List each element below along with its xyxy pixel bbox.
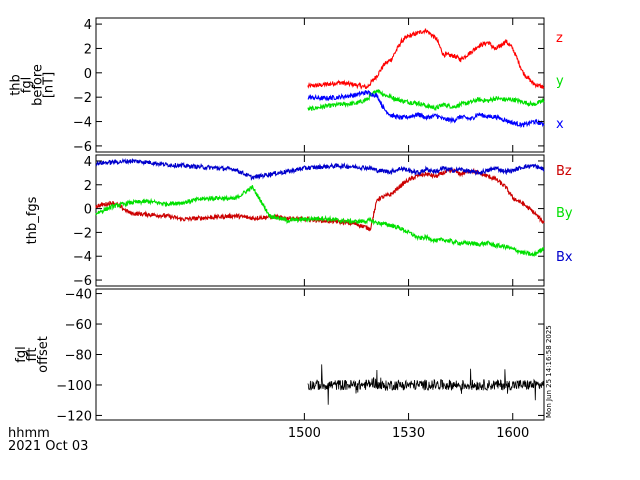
y-axis-label: fft	[25, 347, 40, 361]
y-axis-label: fgl	[20, 77, 35, 93]
x-tick-label: 1600	[496, 426, 529, 441]
y-axis-label: before	[31, 64, 46, 106]
y-tick-label: −40	[65, 288, 92, 303]
y-axis-label: thb_fgs	[25, 196, 40, 244]
series-line-z	[307, 28, 545, 90]
panel-frame-3	[95, 288, 545, 421]
series-line-by	[95, 185, 545, 258]
y-tick-label: −6	[73, 274, 92, 289]
series-line-bx	[95, 157, 545, 181]
panel-frame-1	[95, 17, 545, 153]
y-tick-label: −100	[56, 379, 92, 394]
y-tick-label: −4	[73, 250, 92, 265]
y-tick-label: −60	[65, 318, 92, 333]
series-line-offset	[307, 364, 545, 405]
legend-by: By	[556, 206, 573, 221]
x-tick-label: 1530	[392, 426, 425, 441]
series-lines	[95, 28, 545, 405]
y-axis-label: fgl	[14, 346, 29, 362]
panel-frame-2	[95, 154, 545, 287]
y-tick-label: 2	[84, 42, 92, 57]
legend-bz: Bz	[556, 164, 572, 179]
x-tick-label: 1500	[288, 426, 321, 441]
generation-timestamp: Mon Jun 25 14:16:58 2025	[545, 325, 553, 418]
legend-x: x	[556, 117, 564, 132]
series-line-y	[307, 89, 545, 112]
legend-z: z	[556, 31, 563, 46]
y-tick-label: 4	[84, 18, 92, 33]
legends: z y x Bz By Bx	[556, 31, 573, 265]
y-tick-label: 0	[84, 203, 92, 218]
y-tick-label: −2	[73, 91, 92, 106]
series-line-x	[307, 89, 545, 129]
y-tick-label: 2	[84, 179, 92, 194]
y-tick-label: −80	[65, 349, 92, 364]
y-tick-label: −120	[56, 409, 92, 424]
y-tick-label: 4	[84, 155, 92, 170]
date-label: 2021 Oct 03	[8, 439, 88, 454]
legend-bx: Bx	[556, 250, 573, 265]
y-tick-label: 0	[84, 67, 92, 82]
y-axis-label: [nT]	[42, 72, 57, 98]
y-tick-label: −2	[73, 226, 92, 241]
legend-y: y	[556, 74, 564, 89]
series-line-bz	[95, 167, 545, 232]
y-tick-label: −6	[73, 140, 92, 155]
time-unit-label: hhmm	[8, 426, 50, 441]
y-axis-label: thb	[9, 74, 24, 96]
y-tick-label: −4	[73, 116, 92, 131]
y-axis-label: offset	[36, 336, 51, 373]
